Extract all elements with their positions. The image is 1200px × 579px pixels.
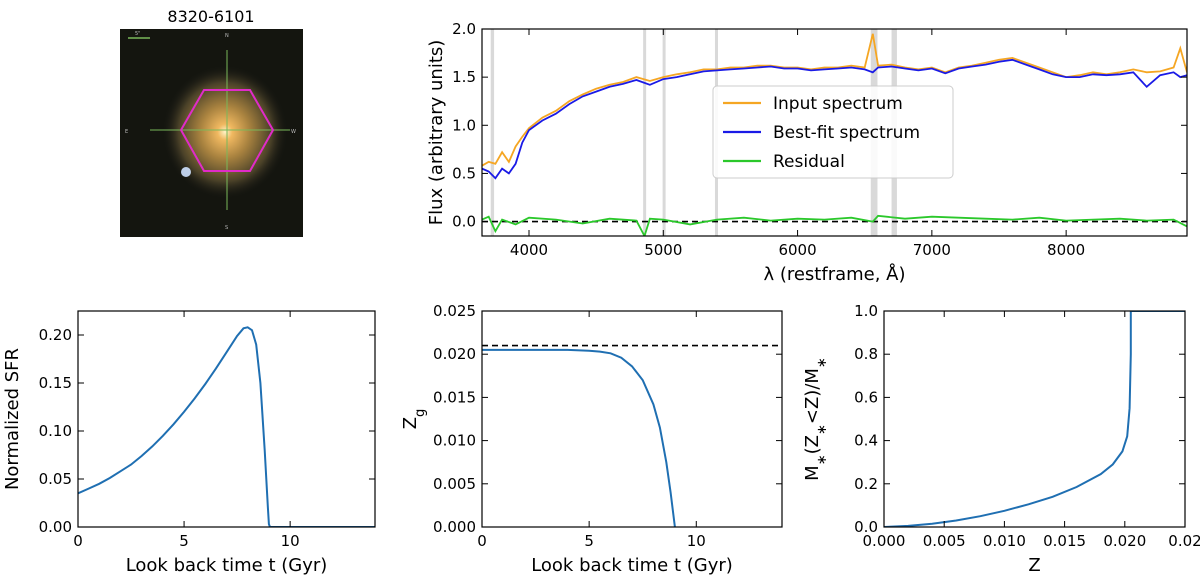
legend-label: Best-fit spectrum <box>773 123 920 143</box>
y-axis-label: M∗(Z∗<Z)/M∗ <box>802 357 830 481</box>
y-axis-label-group: Normalized SFR <box>2 348 23 490</box>
y-tick-label: 0.15 <box>39 374 72 392</box>
plot-frame <box>481 28 1188 237</box>
label-part: (Z <box>802 435 823 454</box>
label-subscript: ∗ <box>815 454 830 465</box>
charts-layer: 4000 5000 6000 7000 8000 0.0 0.5 1.0 1.5 2.0 λ (re… <box>2 20 1200 576</box>
x-tick-label: 0.005 <box>923 532 966 550</box>
y-tick-label: 0.0 <box>452 213 476 231</box>
y-tick-label: 0.010 <box>433 432 476 450</box>
plot-frame <box>77 310 376 528</box>
y-tick-label: 0.0 <box>854 518 878 536</box>
y-tick-label: 0.10 <box>39 422 72 440</box>
x-tick-label: 8000 <box>1047 241 1085 259</box>
scale-label: 5" <box>135 31 140 37</box>
y-axis-label-group: Zg <box>400 409 428 430</box>
y-tick-label: 0.005 <box>433 475 476 493</box>
compass-west: W <box>291 129 296 135</box>
compass-east: E <box>125 129 128 135</box>
series-line-residual <box>482 214 1187 236</box>
chart-zg: 0 5 10 0.000 0.005 0.010 0.015 0.020 0.025 Look b… <box>400 302 783 576</box>
y-tick-label: 0.20 <box>39 326 72 344</box>
x-axis-label: λ (restframe, Å) <box>763 263 905 285</box>
compass-north: N <box>225 33 229 39</box>
x-axis-label: Look back time t (Gyr) <box>126 555 328 576</box>
compass-south: S <box>225 225 228 231</box>
y-tick-label: 0.025 <box>433 302 476 320</box>
x-axis-label: Look back time t (Gyr) <box>531 555 733 576</box>
legend-label: Residual <box>773 152 845 172</box>
series-line-0 <box>884 311 1185 527</box>
x-tick-label: 0.020 <box>1103 532 1146 550</box>
x-tick-label: 7000 <box>913 241 951 259</box>
x-tick-label: 0 <box>73 532 83 550</box>
x-tick-label: 0 <box>477 532 487 550</box>
label-subscript: ∗ <box>815 357 830 368</box>
label-part: <Z)/M <box>802 368 823 424</box>
galaxy-image-title: 8320-6101 <box>167 7 254 26</box>
masked-region <box>643 29 647 236</box>
y-axis-label: Flux (arbitrary units) <box>426 40 447 226</box>
y-axis-label: Zg <box>400 409 428 430</box>
chart-mass_metallicity: 0.000 0.005 0.010 0.015 0.020 0.02 0.0 0.2 0.4 0.… <box>802 302 1200 576</box>
y-tick-label: 1.0 <box>854 302 878 320</box>
y-tick-label: 0.8 <box>854 345 878 363</box>
plot-frame <box>481 310 783 528</box>
y-tick-label: 0.05 <box>39 470 72 488</box>
y-tick-label: 0.000 <box>433 518 476 536</box>
series-line-0 <box>482 348 676 527</box>
y-axis-label-group: M∗(Z∗<Z)/M∗ <box>802 357 830 481</box>
legend-box <box>712 85 954 179</box>
x-tick-label: 5000 <box>644 241 682 259</box>
legend-label: Input spectrum <box>773 94 903 114</box>
ifu-hexagon <box>179 89 275 172</box>
x-tick-label: 4000 <box>510 241 548 259</box>
y-tick-label: 0.00 <box>39 518 72 536</box>
x-tick-label: 10 <box>687 532 706 550</box>
x-axis-label: Z <box>1028 555 1040 576</box>
y-tick-label: 0.4 <box>854 432 878 450</box>
masked-region <box>662 29 666 236</box>
y-tick-label: 1.0 <box>452 116 476 134</box>
x-tick-label: 0.000 <box>863 532 906 550</box>
x-tick-label: 6000 <box>778 241 816 259</box>
y-tick-label: 1.5 <box>452 68 476 86</box>
label-part: M <box>802 465 823 481</box>
foreground-star <box>181 167 191 177</box>
plot-frame <box>883 310 1186 528</box>
y-tick-label: 0.020 <box>433 345 476 363</box>
y-tick-label: 0.5 <box>452 164 476 182</box>
y-tick-label: 0.015 <box>433 388 476 406</box>
y-axis-label-group: Flux (arbitrary units) <box>426 40 447 226</box>
x-tick-label: 0.02 <box>1168 532 1200 550</box>
x-tick-label: 10 <box>281 532 300 550</box>
chart-spectrum: 4000 5000 6000 7000 8000 0.0 0.5 1.0 1.5 2.0 λ (re… <box>426 20 1188 285</box>
x-tick-label: 5 <box>584 532 594 550</box>
x-tick-label: 5 <box>179 532 189 550</box>
series-line-0 <box>78 326 375 527</box>
x-tick-label: 0.010 <box>983 532 1026 550</box>
chart-sfr: 0 5 10 0.00 0.05 0.10 0.15 0.20 Look back time t… <box>2 310 376 576</box>
label-subscript: ∗ <box>815 424 830 435</box>
galaxy-image-panel: 8320-6101 5" N S E W <box>120 7 303 237</box>
label-part: Z <box>400 417 421 429</box>
y-axis-label: Normalized SFR <box>2 348 23 490</box>
series-line-best-fit-spectrum <box>482 58 1187 180</box>
y-tick-label: 0.6 <box>854 388 878 406</box>
y-tick-label: 2.0 <box>452 20 476 38</box>
y-tick-label: 0.2 <box>854 475 878 493</box>
x-tick-label: 0.015 <box>1043 532 1086 550</box>
label-subscript: g <box>413 409 428 417</box>
masked-region <box>490 29 495 236</box>
